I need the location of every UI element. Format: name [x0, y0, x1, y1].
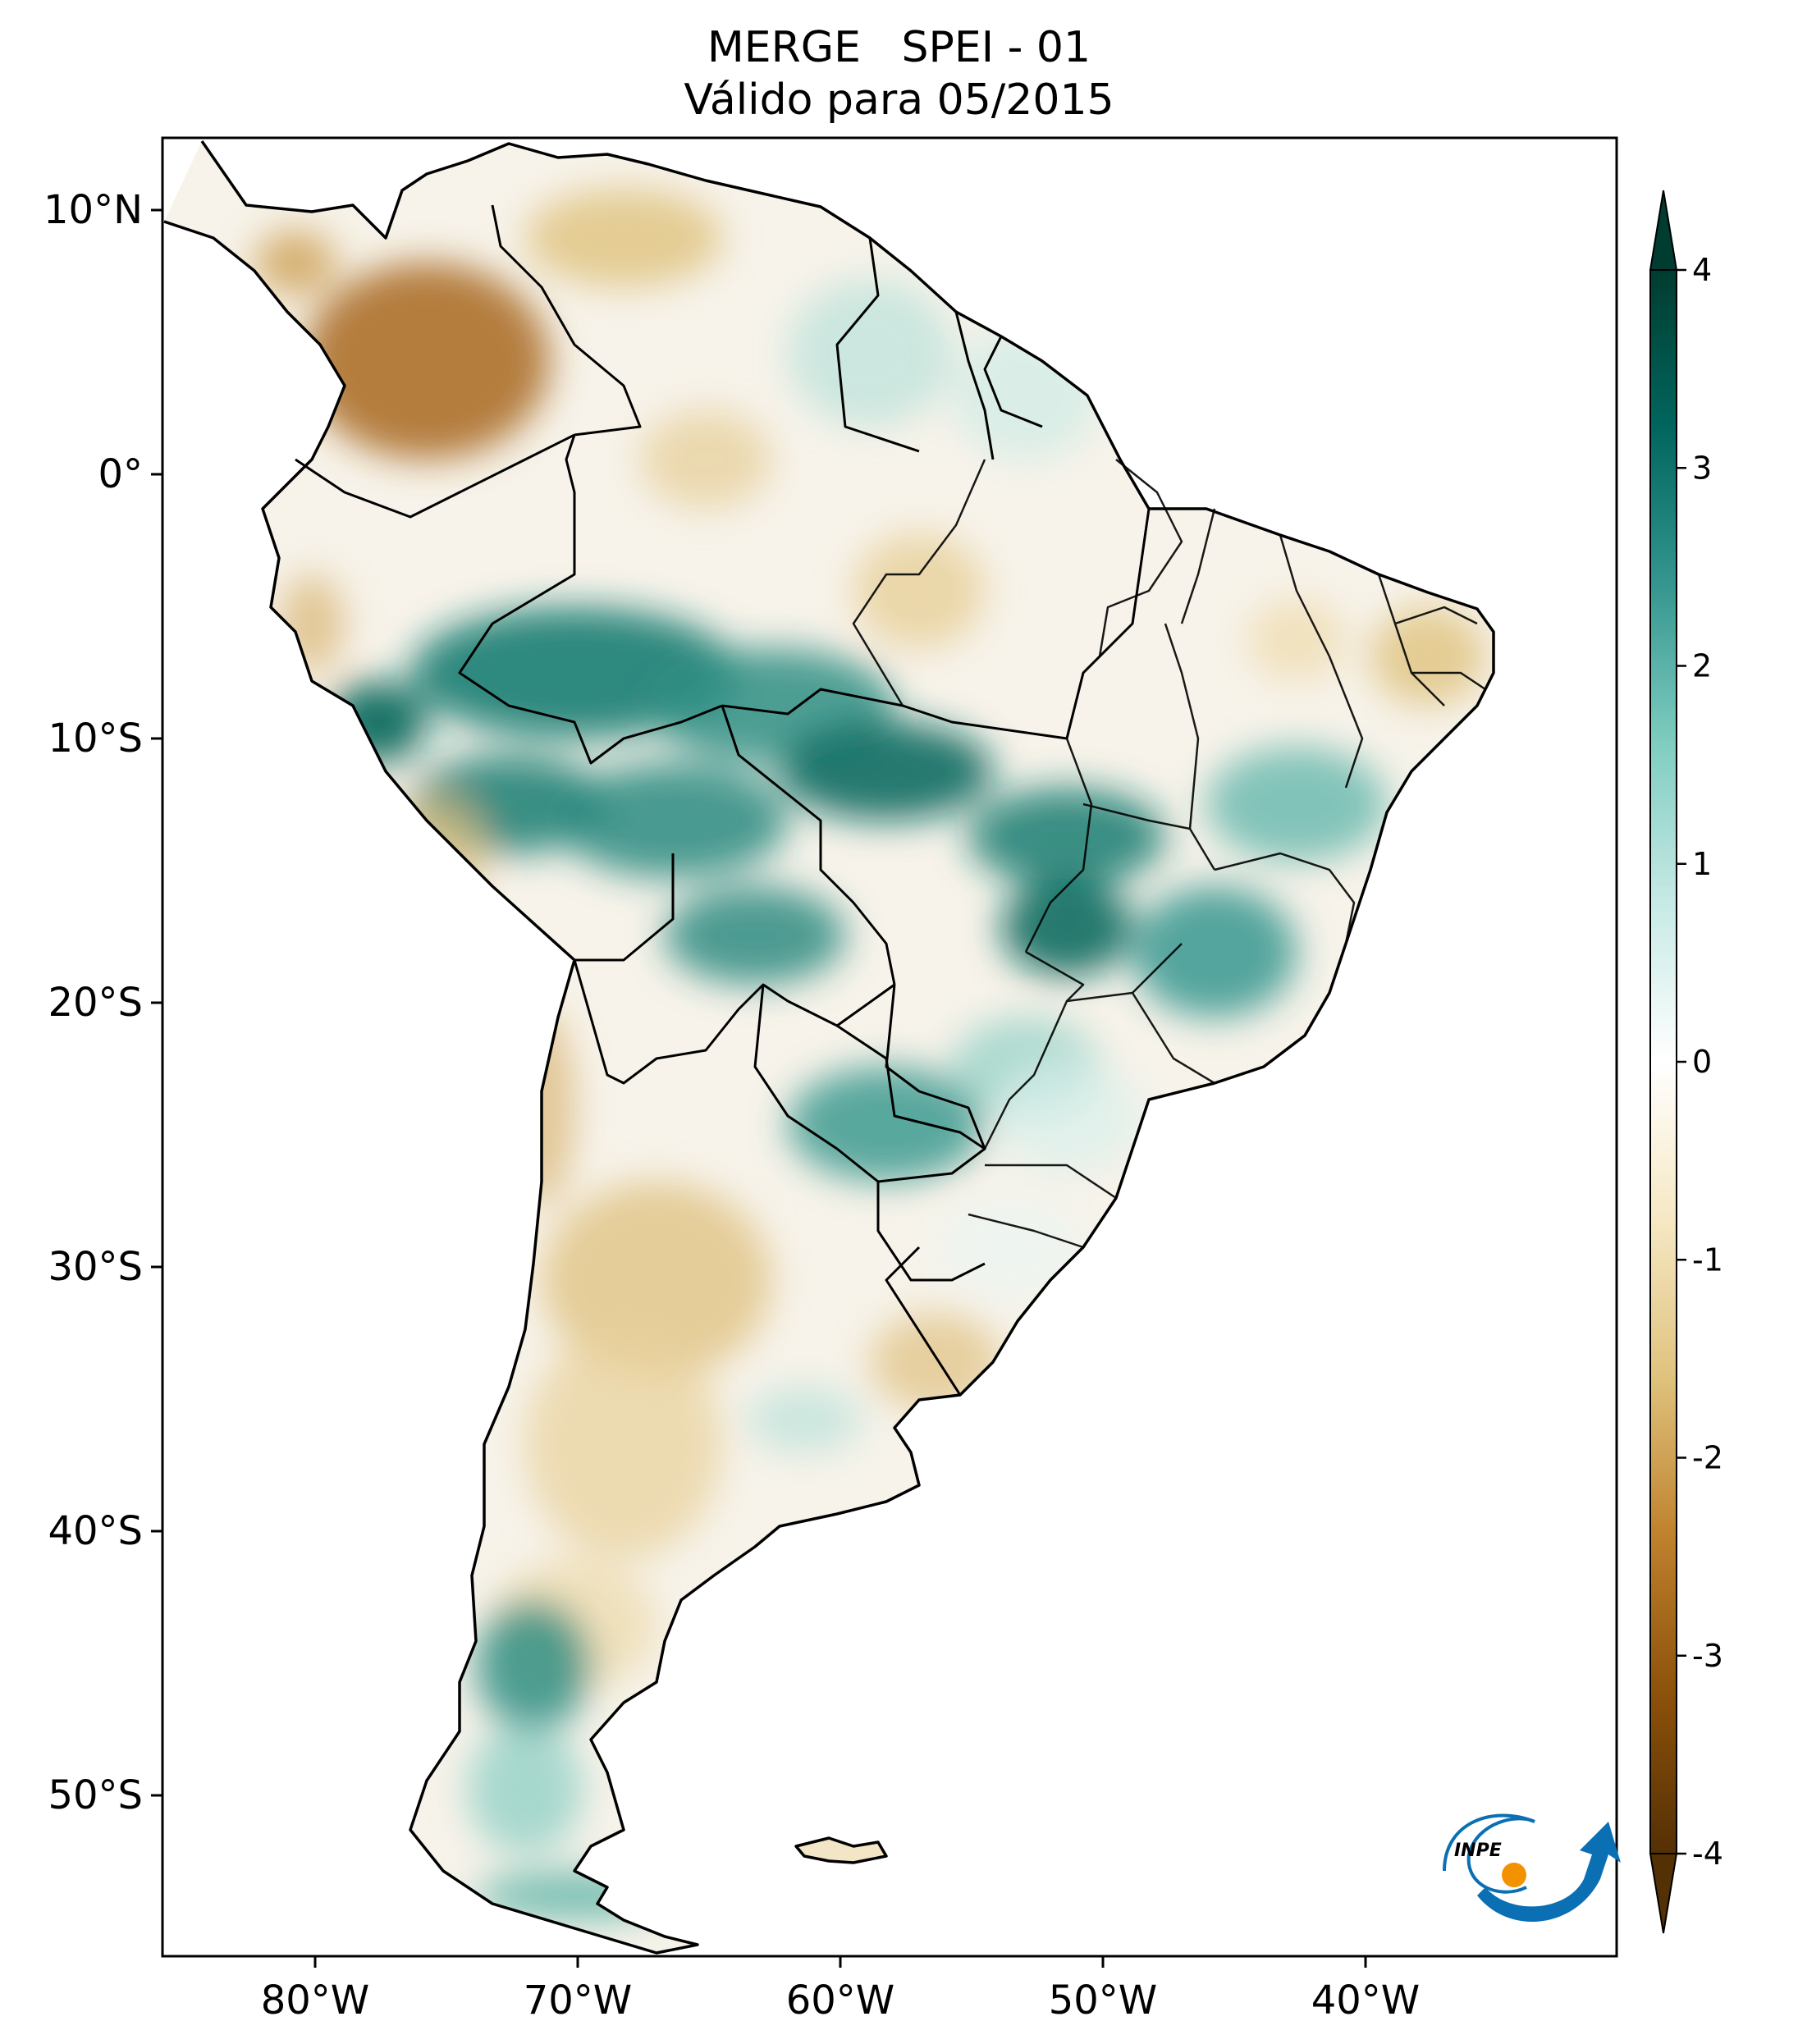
inpe-sun-icon: [1502, 1863, 1526, 1887]
lat-tick-label: 10°N: [43, 187, 143, 233]
colorbar-tick-label: -3: [1692, 1638, 1723, 1674]
colorbar-tick-label: -4: [1692, 1836, 1723, 1872]
lon-tick-label: 60°W: [786, 1978, 895, 2023]
state-borders: [852, 459, 1486, 1249]
colorbar-gradient: [1649, 269, 1677, 1854]
inpe-logo: INPE: [1443, 1813, 1621, 1923]
colorbar-extend-min: [1649, 1853, 1678, 1934]
colorbar-tick-label: 3: [1692, 450, 1712, 486]
colorbar-tick-label: 0: [1692, 1044, 1712, 1080]
colorbar-tick-label: 2: [1692, 648, 1712, 684]
lon-tick-label: 80°W: [261, 1978, 370, 2023]
lat-tick-label: 30°S: [48, 1244, 143, 1290]
latitude-axis: 10°N 0° 10°S 20°S 30°S 40°S 50°S: [43, 187, 162, 1818]
lon-tick-label: 40°W: [1311, 1978, 1421, 2023]
colorbar-extend-max: [1649, 190, 1678, 271]
map-frame: [161, 136, 1618, 1958]
inpe-swoosh-icon: [1477, 1822, 1621, 1923]
lon-tick-label: 50°W: [1049, 1978, 1158, 2023]
colorbar: 4 3 2 1 0 -1 -2 -3 -4: [1649, 190, 1723, 1934]
colorbar-tick-label: 1: [1692, 846, 1712, 882]
country-borders: [295, 204, 1151, 1396]
lat-tick-label: 0°: [98, 451, 143, 497]
longitude-axis: 80°W 70°W 60°W 50°W 40°W: [261, 1956, 1421, 2023]
colorbar-tick-label: 4: [1692, 252, 1712, 288]
map-title: MERGE SPEI - 01: [707, 23, 1091, 72]
colorbar-tick-label: -2: [1692, 1440, 1723, 1476]
lat-tick-label: 10°S: [48, 716, 143, 761]
colorbar-tick-label: -1: [1692, 1241, 1723, 1278]
lat-tick-label: 50°S: [48, 1772, 143, 1818]
map-subtitle: Válido para 05/2015: [684, 75, 1114, 125]
lat-tick-label: 20°S: [48, 980, 143, 1026]
lat-tick-label: 40°S: [48, 1508, 143, 1554]
inpe-logo-text: INPE: [1454, 1841, 1502, 1861]
lon-tick-label: 70°W: [524, 1978, 633, 2023]
